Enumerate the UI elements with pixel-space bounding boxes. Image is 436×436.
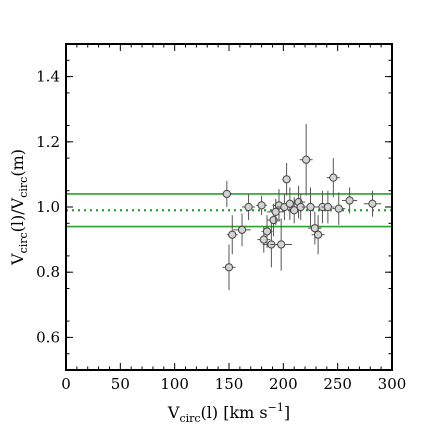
- data-point: [222, 244, 236, 291]
- point-marker: [329, 173, 338, 182]
- x-tick-label: 50: [111, 375, 130, 393]
- x-axis-label-superscript: −1: [268, 401, 284, 414]
- x-tick-label: 100: [160, 375, 189, 393]
- data-point: [295, 193, 307, 221]
- point-marker: [323, 202, 332, 212]
- x-tick-label: 300: [378, 375, 407, 393]
- point-marker: [259, 235, 268, 244]
- data-point: [256, 195, 268, 216]
- point-marker: [368, 199, 377, 208]
- point-marker: [334, 204, 343, 213]
- data-point: [282, 162, 291, 196]
- point-marker: [244, 202, 253, 212]
- point-marker: [222, 189, 231, 199]
- x-tick-label: 150: [215, 375, 244, 393]
- x-axis-label-rest: (l) [km s: [201, 403, 268, 422]
- data-point: [326, 158, 340, 198]
- point-marker: [237, 225, 247, 234]
- x-axis-label-end: ]: [284, 403, 290, 422]
- reference-lines: [66, 193, 392, 228]
- y-axis-label-part2: (l)/V: [8, 197, 27, 232]
- x-tick-label: 200: [269, 375, 298, 393]
- axis-ticks: 0 50 100 150 200 250 300 0.6 0.8 1.0 1.2 1.4: [36, 44, 406, 393]
- data-point: [342, 187, 358, 214]
- y-axis-label-part3: (m): [8, 149, 27, 177]
- y-axis-label-part1: V: [8, 253, 27, 266]
- data-point: [311, 215, 325, 255]
- point-marker: [282, 175, 291, 184]
- data-point: [363, 190, 382, 217]
- x-axis-label-main: V: [167, 403, 180, 422]
- data-point: [321, 190, 335, 224]
- data-point: [332, 192, 346, 225]
- point-marker: [302, 155, 311, 164]
- x-tick-label: 250: [323, 375, 352, 393]
- data-point: [242, 193, 256, 221]
- point-marker: [228, 230, 237, 239]
- point-marker: [290, 206, 299, 215]
- plot-frame: [65, 43, 393, 371]
- point-marker: [345, 196, 354, 205]
- y-tick-label: 0.6: [36, 328, 60, 346]
- data-point: [226, 215, 238, 255]
- point-marker: [224, 263, 234, 272]
- point-marker: [257, 201, 266, 210]
- data-point: [221, 180, 233, 207]
- point-marker: [314, 230, 323, 239]
- y-tick-label: 1.2: [36, 133, 60, 151]
- y-tick-label: 0.8: [36, 263, 60, 281]
- data-point: [270, 218, 293, 271]
- data-point: [233, 213, 251, 247]
- data-points: [221, 123, 382, 291]
- x-tick-label: 0: [61, 375, 71, 393]
- point-marker: [306, 202, 315, 212]
- point-marker: [285, 199, 294, 208]
- y-axis-label-sub2: circ: [17, 177, 30, 198]
- point-marker: [277, 240, 286, 249]
- data-point: [261, 215, 273, 248]
- y-tick-label: 1.0: [36, 198, 60, 216]
- y-axis-label-sub1: circ: [17, 232, 30, 253]
- data-point: [257, 226, 271, 253]
- x-axis-label-subscript: circ: [179, 412, 200, 425]
- x-axis-label: Vcirc(l) [km s−1]: [167, 401, 290, 425]
- data-point: [299, 123, 313, 196]
- data-point: [308, 211, 322, 245]
- point-marker: [262, 227, 272, 236]
- y-tick-label: 1.4: [36, 68, 60, 86]
- y-axis-label: Vcirc(l)/Vcirc(m): [8, 149, 30, 266]
